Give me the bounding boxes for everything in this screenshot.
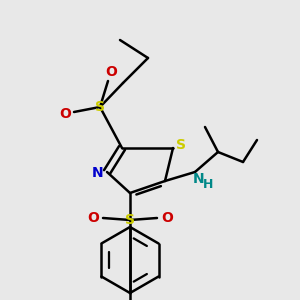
Text: O: O <box>87 211 99 225</box>
Text: N: N <box>92 166 104 180</box>
Text: N: N <box>193 172 205 186</box>
Text: S: S <box>176 138 186 152</box>
Text: S: S <box>125 213 135 227</box>
Text: H: H <box>203 178 213 191</box>
Text: O: O <box>59 107 71 121</box>
Text: O: O <box>161 211 173 225</box>
Text: S: S <box>95 100 105 114</box>
Text: O: O <box>105 65 117 79</box>
